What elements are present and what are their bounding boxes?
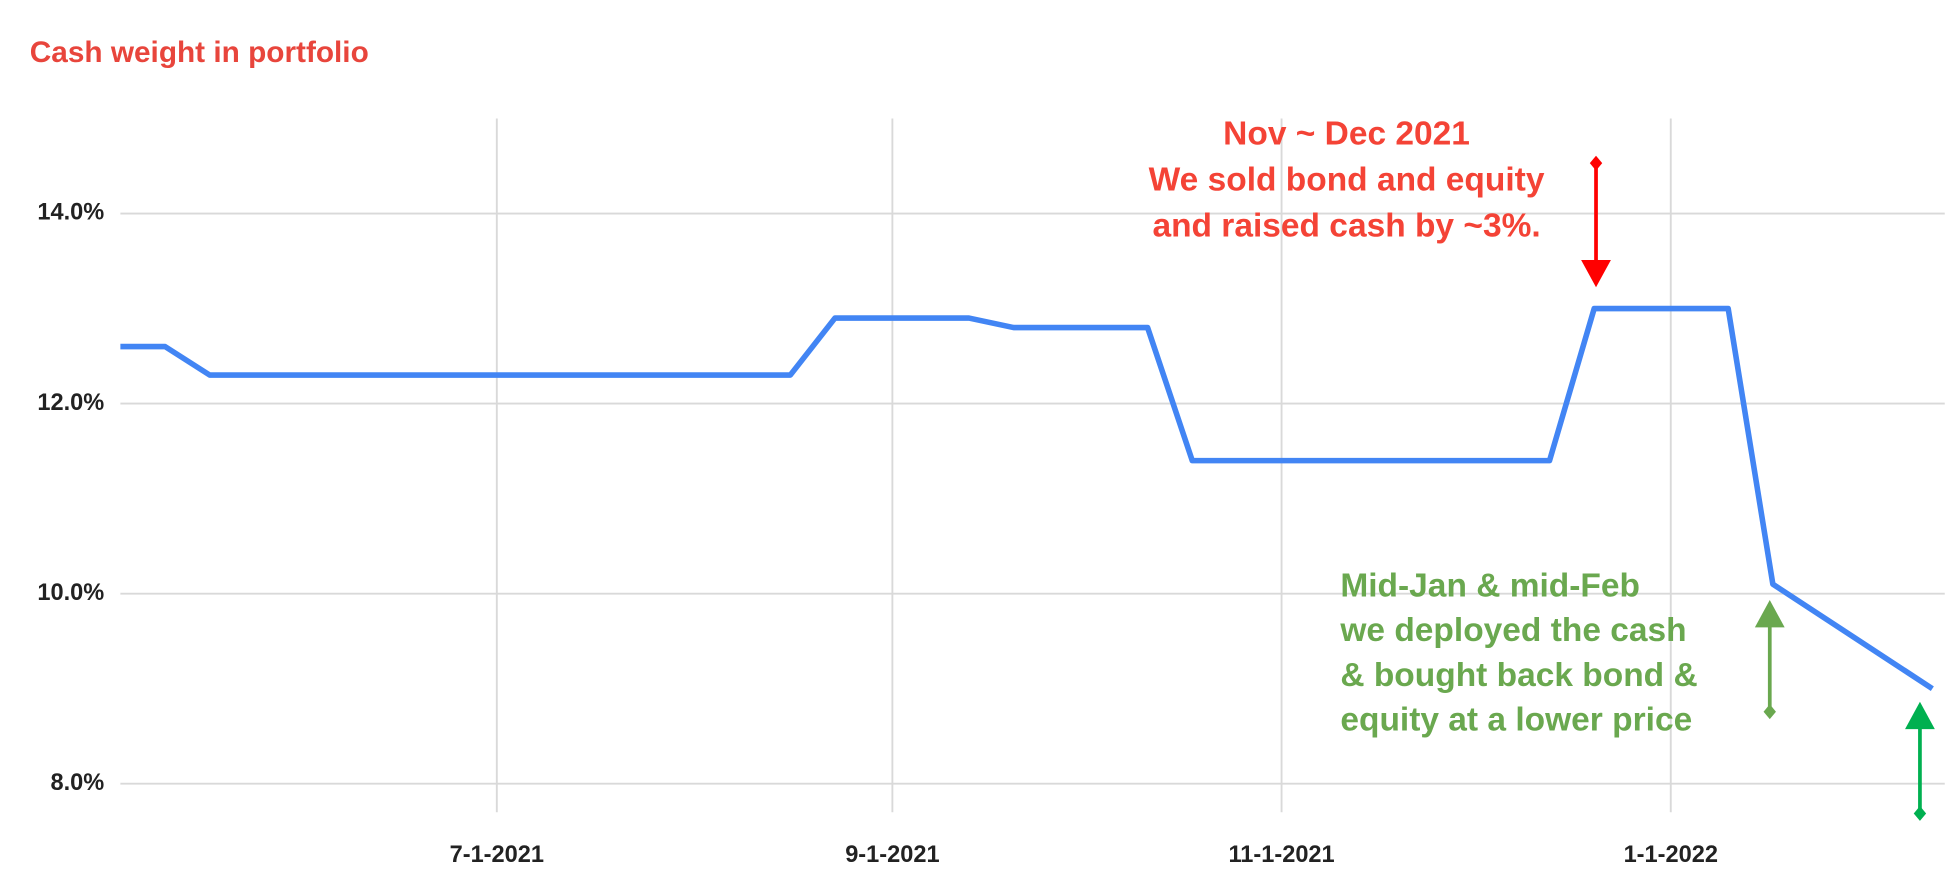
y-tick-label: 14.0%: [37, 199, 104, 225]
annotation-green: Mid-Jan & mid-Feb we deployed the cash &…: [1339, 567, 1935, 821]
grid: 8.0% 10.0% 12.0% 14.0% 7-1-2021 9-1-2021 11-1-…: [37, 118, 1945, 867]
data-line: [120, 305, 1934, 692]
annotation-text: equity at a lower price: [1340, 701, 1692, 738]
y-tick-label: 8.0%: [51, 769, 105, 795]
annotation-text: and raised cash by ~3%.: [1152, 208, 1540, 245]
annotation-text: Nov ~ Dec 2021: [1223, 116, 1470, 153]
arrow-head: [1754, 600, 1785, 628]
arrow-head: [1581, 259, 1611, 288]
arrow-head: [1905, 701, 1935, 730]
chart-title: Cash weight in portfolio: [30, 36, 369, 69]
annotation-red: Nov ~ Dec 2021 We sold bond and equity a…: [1149, 116, 1611, 288]
arrow-tail: [1589, 155, 1603, 171]
annotation-text: Mid-Jan & mid-Feb: [1340, 567, 1640, 604]
annotation-text: we deployed the cash: [1339, 612, 1686, 649]
arrow-tail: [1763, 704, 1776, 720]
x-tick-label: 7-1-2021: [450, 841, 544, 867]
x-tick-label: 1-1-2022: [1624, 841, 1718, 867]
x-tick-label: 11-1-2021: [1228, 841, 1334, 867]
plot: [120, 305, 1934, 692]
x-tick-label: 9-1-2021: [845, 841, 939, 867]
annotation-text: We sold bond and equity: [1149, 162, 1545, 199]
y-tick-label: 12.0%: [37, 389, 104, 415]
arrow-tail: [1913, 806, 1927, 821]
y-tick-label: 10.0%: [37, 579, 104, 605]
annotation-text: & bought back bond &: [1340, 657, 1697, 694]
